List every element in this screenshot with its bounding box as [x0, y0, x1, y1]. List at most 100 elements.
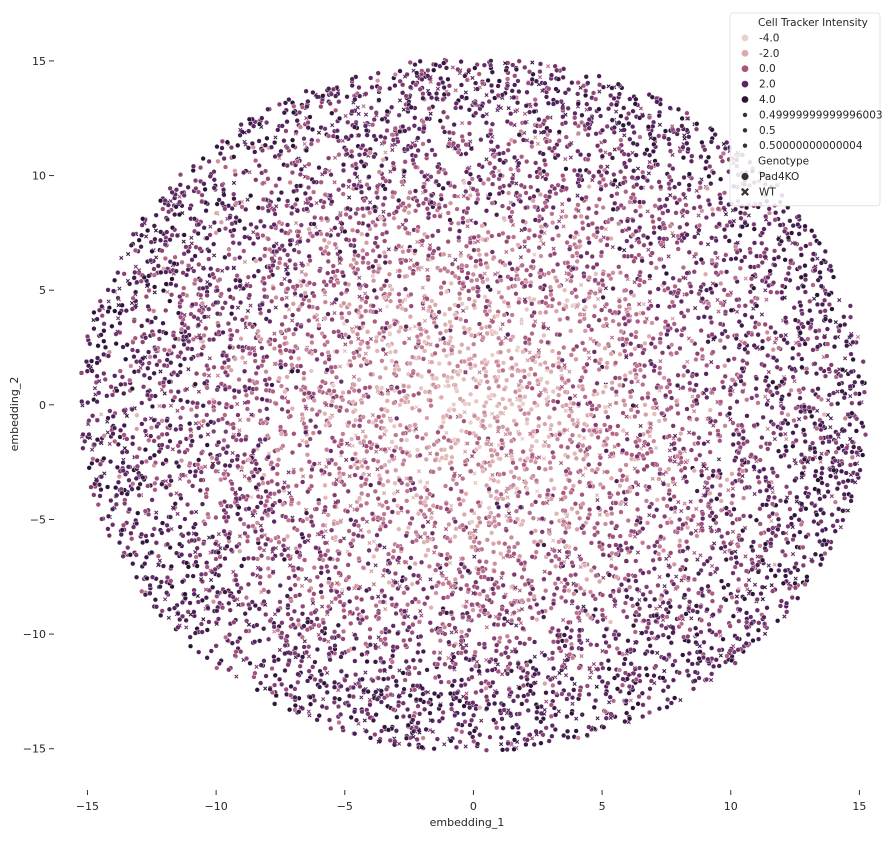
- data-point-pad4ko: [686, 134, 692, 140]
- data-point-pad4ko: [603, 626, 609, 632]
- data-point-pad4ko: [367, 642, 373, 648]
- data-point-pad4ko: [477, 732, 483, 738]
- data-point-pad4ko: [408, 303, 414, 309]
- data-point-pad4ko: [472, 649, 478, 655]
- data-point-pad4ko: [198, 433, 204, 440]
- data-point-pad4ko: [279, 552, 285, 558]
- data-point-pad4ko: [457, 413, 464, 419]
- data-point-pad4ko: [460, 614, 466, 620]
- data-point-pad4ko: [425, 334, 431, 340]
- data-point-wt: [740, 425, 745, 430]
- data-point-pad4ko: [394, 714, 400, 720]
- data-point-pad4ko: [796, 517, 802, 523]
- data-point-pad4ko: [292, 593, 299, 599]
- data-point-pad4ko: [136, 446, 143, 452]
- data-point-pad4ko: [491, 568, 497, 574]
- data-point-pad4ko: [374, 348, 380, 354]
- data-point-pad4ko: [572, 546, 579, 552]
- data-point-pad4ko: [143, 458, 149, 465]
- data-point-pad4ko: [378, 385, 385, 391]
- data-point-pad4ko: [749, 314, 755, 320]
- data-point-wt: [495, 662, 500, 667]
- data-point-pad4ko: [774, 473, 780, 479]
- data-point-pad4ko: [291, 431, 297, 437]
- data-point-pad4ko: [254, 520, 260, 526]
- data-point-pad4ko: [258, 680, 264, 686]
- data-point-wt: [360, 429, 365, 434]
- data-point-pad4ko: [650, 148, 657, 154]
- data-point-pad4ko: [365, 711, 371, 717]
- data-point-pad4ko: [504, 746, 510, 753]
- data-point-pad4ko: [255, 442, 261, 449]
- data-point-pad4ko: [801, 464, 807, 471]
- data-point-pad4ko: [704, 606, 710, 613]
- data-point-wt: [186, 367, 191, 372]
- data-point-pad4ko: [167, 298, 173, 304]
- data-point-pad4ko: [179, 320, 185, 327]
- data-point-pad4ko: [194, 545, 200, 551]
- data-point-pad4ko: [548, 558, 555, 564]
- data-point-pad4ko: [572, 120, 578, 126]
- data-point-pad4ko: [688, 447, 695, 453]
- data-point-wt: [449, 503, 454, 508]
- data-point-pad4ko: [633, 334, 639, 340]
- data-point-pad4ko: [793, 405, 799, 411]
- data-point-pad4ko: [296, 500, 302, 506]
- data-point-pad4ko: [633, 208, 639, 214]
- data-point-wt: [369, 569, 374, 574]
- data-point-pad4ko: [835, 400, 841, 407]
- data-point-pad4ko: [400, 249, 406, 255]
- data-point-pad4ko: [674, 327, 680, 334]
- data-point-pad4ko: [504, 645, 510, 651]
- data-point-pad4ko: [757, 521, 763, 527]
- data-point-pad4ko: [566, 691, 572, 698]
- data-point-pad4ko: [405, 525, 412, 531]
- data-point-pad4ko: [503, 527, 509, 533]
- data-point-pad4ko: [484, 276, 490, 283]
- data-point-wt: [157, 403, 162, 409]
- data-point-pad4ko: [489, 69, 495, 75]
- data-point-pad4ko: [787, 490, 793, 496]
- data-point-pad4ko: [632, 413, 638, 420]
- data-point-pad4ko: [647, 603, 653, 609]
- data-point-pad4ko: [183, 617, 189, 623]
- data-point-pad4ko: [505, 285, 512, 291]
- data-point-wt: [438, 650, 443, 655]
- data-point-pad4ko: [523, 466, 530, 472]
- data-point-pad4ko: [517, 198, 524, 204]
- data-point-pad4ko: [384, 469, 390, 475]
- data-point-pad4ko: [656, 418, 662, 424]
- data-point-wt: [189, 235, 194, 240]
- data-point-pad4ko: [492, 165, 498, 171]
- data-point-pad4ko: [446, 679, 452, 685]
- data-point-wt: [450, 65, 455, 70]
- data-point-wt: [373, 563, 378, 568]
- data-point-pad4ko: [576, 637, 583, 644]
- data-point-pad4ko: [113, 485, 119, 491]
- data-point-pad4ko: [612, 309, 618, 315]
- data-point-pad4ko: [326, 240, 332, 246]
- data-point-pad4ko: [288, 598, 294, 604]
- data-point-pad4ko: [563, 638, 570, 644]
- data-point-wt: [196, 389, 201, 394]
- data-point-pad4ko: [730, 441, 736, 448]
- data-point-pad4ko: [222, 206, 228, 212]
- data-point-wt: [468, 139, 473, 144]
- data-point-pad4ko: [644, 177, 651, 184]
- data-point-pad4ko: [579, 220, 586, 226]
- data-point-pad4ko: [336, 187, 342, 193]
- data-point-pad4ko: [255, 536, 261, 542]
- data-point-pad4ko: [385, 675, 391, 682]
- data-point-wt: [770, 490, 775, 495]
- data-point-pad4ko: [553, 511, 560, 517]
- data-point-pad4ko: [485, 176, 492, 182]
- data-point-pad4ko: [582, 346, 588, 353]
- data-point-pad4ko: [292, 645, 299, 651]
- data-point-pad4ko: [495, 512, 502, 519]
- data-point-pad4ko: [822, 308, 828, 314]
- data-point-wt: [465, 224, 470, 229]
- data-point-wt: [647, 299, 652, 304]
- data-point-pad4ko: [343, 236, 349, 243]
- data-point-pad4ko: [424, 415, 430, 421]
- data-point-pad4ko: [257, 638, 263, 644]
